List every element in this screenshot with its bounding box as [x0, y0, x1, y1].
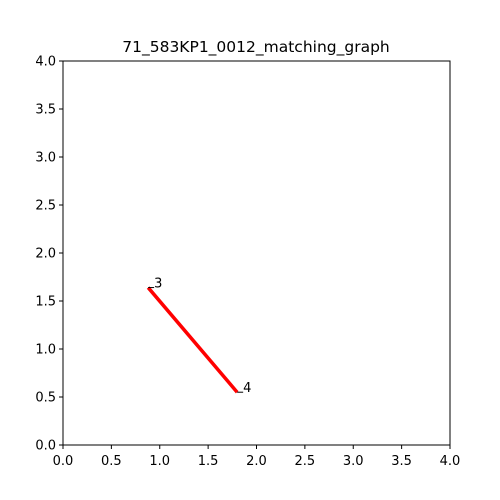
y-tick-label: 4.0	[35, 55, 56, 70]
nodes: 34	[148, 277, 251, 396]
x-tick-label: 3.0	[343, 454, 364, 469]
x-tick-label: 3.5	[391, 454, 412, 469]
y-tick-label: 2.5	[35, 199, 56, 214]
edge-line	[146, 286, 239, 394]
node-label: 3	[154, 277, 162, 292]
x-tick-label: 0.5	[101, 454, 122, 469]
y-tick-label: 0.5	[35, 391, 56, 406]
x-tick-label: 1.5	[198, 454, 219, 469]
x-tick-label: 0.0	[53, 454, 74, 469]
edges	[146, 286, 239, 394]
y-axis: 0.0 0.5 1.0 1.5 2.0 2.5 3.0 3.5 4.0	[35, 55, 63, 454]
x-tick-label: 4.0	[440, 454, 461, 469]
x-tick-label: 1.0	[149, 454, 170, 469]
x-axis: 0.0 0.5 1.0 1.5 2.0 2.5 3.0 3.5 4.0	[53, 445, 461, 469]
y-tick-label: 3.5	[35, 103, 56, 118]
chart-title: 71_583KP1_0012_matching_graph	[122, 38, 390, 57]
node-label: 4	[243, 381, 251, 396]
x-tick-label: 2.0	[246, 454, 267, 469]
y-tick-label: 1.5	[35, 295, 56, 310]
plot-area	[62, 60, 451, 446]
y-tick-label: 0.0	[35, 439, 56, 454]
y-tick-label: 3.0	[35, 151, 56, 166]
y-tick-label: 1.0	[35, 343, 56, 358]
y-tick-label: 2.0	[35, 247, 56, 262]
x-tick-label: 2.5	[295, 454, 316, 469]
